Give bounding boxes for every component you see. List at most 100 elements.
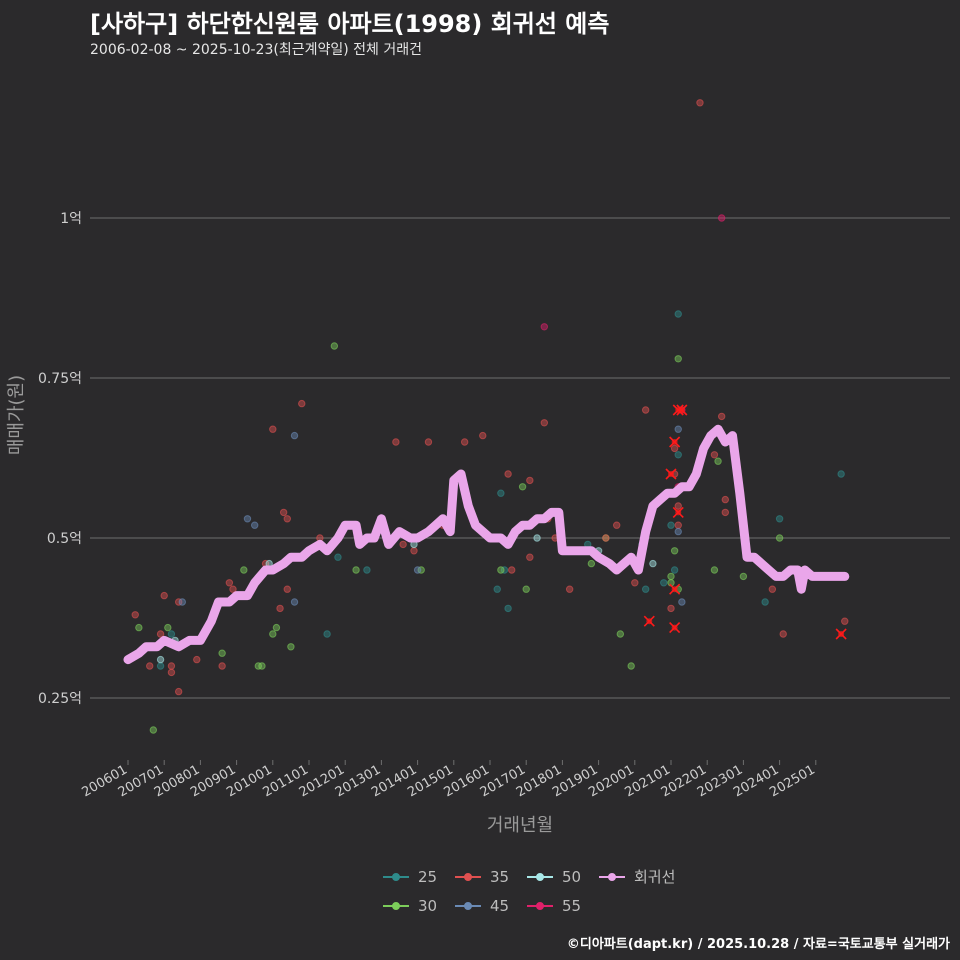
point-35 (131, 611, 139, 619)
point-25 (660, 579, 668, 587)
point-30 (287, 643, 295, 651)
point-30 (269, 630, 277, 638)
point-25 (363, 566, 371, 574)
point-35 (779, 630, 787, 638)
x-axis-ticks: 2006012007012008012009012010012011012012… (80, 760, 818, 800)
point-30 (240, 566, 248, 574)
point-45 (243, 515, 252, 523)
point-35 (283, 515, 291, 523)
point-50 (649, 559, 657, 568)
point-30 (522, 585, 530, 593)
point-25 (497, 489, 505, 497)
point-35 (674, 521, 682, 529)
excluded-marker (669, 436, 681, 448)
point-45 (178, 598, 187, 606)
source-caption: ©디아파트(dapt.kr) / 2025.10.28 / 자료=국토교통부 실… (566, 937, 950, 952)
point-35 (613, 521, 621, 529)
excluded-dot (675, 509, 682, 516)
point-35 (540, 419, 548, 427)
point-30 (587, 559, 596, 568)
point-25 (504, 604, 512, 613)
point-35 (269, 425, 277, 433)
point-30 (258, 662, 266, 670)
point-30 (149, 726, 158, 734)
point-30 (670, 547, 679, 555)
point-30 (627, 662, 635, 670)
legend-label: 35 (490, 868, 509, 886)
point-35 (696, 99, 704, 107)
legend-dot (392, 902, 400, 910)
point-55 (717, 214, 726, 222)
point-30 (667, 572, 675, 581)
point-35 (424, 438, 433, 446)
excluded-dot (668, 471, 674, 477)
point-30 (775, 534, 784, 542)
excluded-marker (835, 628, 847, 640)
point-35 (218, 662, 226, 670)
legend-item-30: 30 (383, 897, 437, 915)
regression-line (123, 424, 850, 665)
point-45 (290, 431, 299, 440)
excluded-marker (672, 506, 684, 518)
grid-lines (90, 217, 950, 699)
point-35 (565, 585, 574, 593)
point-35 (146, 662, 154, 670)
point-25 (323, 630, 331, 638)
excluded-marker (669, 583, 681, 595)
legend: 25 30 35 45 50 55 회귀선 (383, 868, 675, 915)
point-25 (775, 515, 784, 523)
chart-subtitle: 2006-02-08 ~ 2025-10-23(최근계약일) 전체 거래건 (90, 42, 422, 58)
point-45 (674, 527, 682, 536)
legend-item-55: 55 (527, 897, 581, 915)
point-35 (526, 476, 534, 485)
legend-dot (464, 902, 472, 910)
excluded-points (643, 404, 847, 640)
point-25 (641, 585, 650, 593)
point-45 (290, 598, 299, 606)
legend-label: 45 (490, 897, 509, 915)
y-axis-ticks: 0.25억 0.5억 0.75억 1억 (38, 211, 82, 707)
point-30 (497, 566, 505, 574)
excluded-dot (838, 631, 845, 637)
point-25 (761, 598, 769, 606)
point-30 (272, 623, 281, 632)
point-35 (479, 431, 487, 440)
point-45 (678, 598, 686, 606)
excluded-marker (665, 468, 677, 480)
legend-item-50: 50 (527, 868, 581, 886)
legend-label: 30 (418, 897, 437, 915)
point-35 (670, 444, 679, 453)
point-35 (526, 553, 534, 561)
point-35 (156, 630, 165, 638)
point-35 (225, 579, 234, 587)
point-35 (229, 585, 237, 593)
point-35 (460, 438, 469, 446)
excluded-dot (678, 407, 685, 413)
point-35 (674, 502, 682, 510)
point-35 (193, 655, 201, 664)
point-35 (602, 534, 610, 542)
point-30 (164, 623, 172, 632)
point-35 (167, 662, 176, 670)
point-35 (717, 412, 726, 421)
point-25 (670, 566, 679, 574)
point-35 (174, 687, 183, 696)
excluded-marker (669, 622, 681, 634)
legend-label: 55 (562, 897, 581, 915)
excluded-dot (671, 624, 678, 631)
point-30 (710, 566, 719, 574)
point-30 (135, 623, 143, 632)
point-30 (714, 457, 722, 465)
point-35 (721, 495, 729, 504)
point-45 (251, 521, 259, 529)
point-35 (667, 604, 675, 613)
point-30 (218, 649, 226, 657)
point-25 (156, 662, 165, 670)
point-35 (721, 508, 729, 517)
point-25 (167, 630, 176, 638)
point-35 (392, 438, 400, 446)
point-35 (410, 547, 418, 555)
point-30 (518, 483, 527, 491)
point-35 (504, 470, 512, 478)
point-25 (674, 310, 682, 318)
